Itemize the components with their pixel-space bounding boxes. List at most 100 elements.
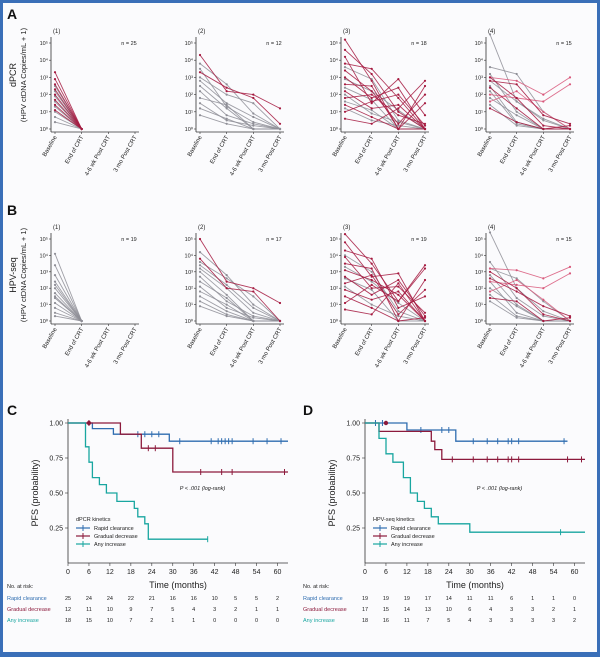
patient-series-point (53, 98, 57, 101)
patient-series-line (199, 68, 281, 130)
patient-series-point (515, 300, 518, 303)
patient-series-point (568, 265, 572, 268)
y-tick-label: 10¹ (475, 110, 483, 116)
patient-series-line (54, 116, 82, 130)
patient-series-line (199, 114, 280, 130)
legend-label: Any increase (391, 542, 423, 548)
patient-series-point (423, 124, 427, 127)
patient-series-point (397, 86, 400, 89)
patient-series-point (252, 127, 255, 131)
patient-series-point (370, 119, 373, 122)
patient-series-point (370, 67, 373, 70)
patient-series-point (568, 83, 572, 86)
patient-series-point (53, 93, 57, 96)
patient-series-point (225, 296, 228, 300)
patient-series-line (199, 268, 281, 322)
risk-table-value: 4 (192, 607, 195, 613)
risk-table-value: 2 (276, 596, 279, 602)
patient-series-point (515, 100, 518, 103)
x-tick-label: 36 (190, 569, 198, 576)
patient-series-point (488, 260, 492, 264)
patient-series-point (225, 283, 228, 286)
risk-table-value: 19 (383, 596, 389, 602)
patient-series-point (488, 33, 492, 36)
x-tick-label: 36 (487, 569, 495, 576)
patient-series-point (397, 93, 400, 96)
patient-series-line (199, 90, 281, 130)
patient-series-point (370, 93, 373, 96)
x-tick-label: End of CRT (500, 135, 521, 165)
risk-table-value: 16 (170, 596, 176, 602)
patient-series-point (423, 93, 427, 96)
x-tick-label: 3 mo Post CRT (113, 327, 139, 366)
risk-table-value: 7 (426, 618, 429, 624)
patient-series-point (370, 313, 373, 316)
patient-series-point (225, 287, 228, 290)
y-tick-label: 10⁰ (185, 126, 194, 133)
patient-series-point (423, 295, 427, 298)
risk-table-value: 24 (86, 596, 92, 602)
risk-table-row-label: Rapid clearance (7, 596, 47, 602)
y-tick-label: 10⁵ (40, 40, 48, 47)
patient-series-line (344, 277, 425, 322)
patient-series-line (199, 300, 280, 322)
patient-series-line (489, 87, 571, 130)
patient-series-point (252, 290, 255, 293)
subplot-n-label: n = 19 (121, 237, 136, 243)
risk-table-value: 3 (510, 618, 513, 624)
risk-table-value: 11 (86, 607, 92, 613)
patient-series-point (252, 112, 255, 115)
patient-series-point (53, 103, 57, 106)
patient-series-point (370, 303, 373, 306)
patient-series-point (515, 287, 518, 290)
subplot-a-3: 10⁰ 10¹ 10² 10³ 10⁴ 10⁵ Baseline End of CRT4-6 … (330, 29, 429, 177)
x-tick-label: 54 (253, 569, 261, 576)
p-value-annotation: P < .001 (log-rank) (180, 486, 226, 492)
x-tick-label: 30 (169, 569, 177, 576)
patient-series-line (54, 253, 83, 322)
patient-series-line (344, 276, 426, 317)
patient-series-point (397, 127, 400, 131)
subplot-b-2: 10⁰ 10¹ 10² 10³ 10⁴ 10⁵ Baseline End of CRT4-6 … (185, 225, 284, 369)
patient-series-point (370, 283, 373, 286)
y-tick-label: 10² (475, 286, 483, 292)
risk-table-d: No. at risk:Rapid clearance 19 19 19 17 14 11 1… (303, 584, 576, 624)
y-tick-label: 10⁰ (330, 126, 339, 133)
subplot-label: (3) (343, 225, 350, 231)
patient-series-point (53, 88, 57, 91)
patient-series-point (423, 267, 427, 270)
patient-series-point (53, 311, 57, 314)
patient-series-point (198, 102, 202, 105)
patient-series-point (488, 277, 492, 280)
risk-table-value: 6 (468, 607, 471, 613)
patient-series-point (198, 237, 202, 241)
patient-series-point (53, 274, 57, 277)
patient-series-line (199, 264, 281, 322)
patient-series-point (343, 301, 347, 305)
patient-series-line (344, 264, 426, 304)
patient-series-point (225, 86, 228, 89)
x-tick-label: End of CRT (210, 135, 231, 165)
patient-series-line (344, 266, 426, 322)
patient-series-point (343, 249, 347, 252)
patient-series-line (489, 300, 570, 322)
patient-series-point (53, 78, 57, 81)
patient-series-line (199, 276, 281, 322)
patient-series-point (252, 121, 255, 124)
patient-series-point (252, 115, 255, 119)
patient-series-point (252, 287, 255, 290)
y-tick-label: 0.50 (49, 491, 63, 498)
y-tick-label: 10⁰ (40, 318, 49, 325)
patient-series-point (225, 90, 228, 93)
patient-series-line (54, 89, 83, 130)
patient-series-point (488, 270, 492, 273)
patient-series-point (515, 114, 518, 117)
panel-a-ylabel-line1: dPCR (8, 63, 18, 88)
patient-series-point (343, 96, 347, 100)
patient-series-line (344, 66, 426, 130)
panel-c-group: 0.25 0.50 0.75 1.00 0 6 12 18 24 30 36 42 48 54 60 Time… (30, 419, 288, 590)
patient-series-point (343, 269, 347, 272)
patient-series-point (343, 66, 347, 69)
x-tick-label: 12 (403, 569, 411, 576)
